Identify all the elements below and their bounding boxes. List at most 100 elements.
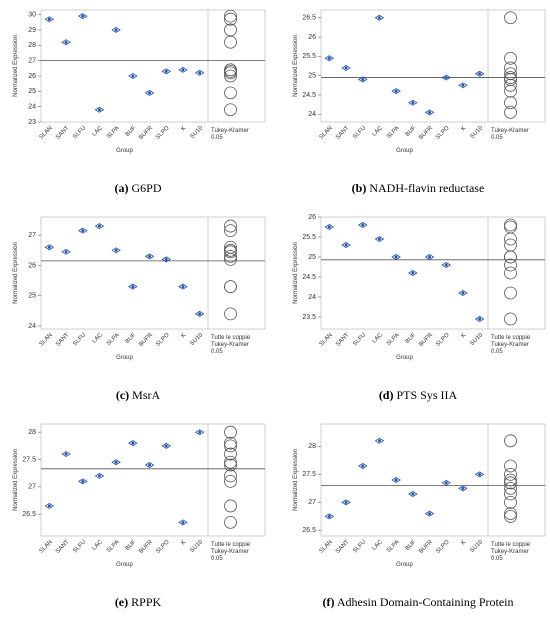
point <box>64 452 68 456</box>
panel: 23 24 25 26 27 28 29 30 SLAN SANT SLFU LAC SLPA BUF BU… <box>13 9 266 195</box>
point <box>411 492 415 496</box>
x-tick-label: BUF <box>125 539 138 552</box>
mean-diamond <box>77 227 88 234</box>
x-tick-label: SANT <box>335 125 351 141</box>
mean-diamond <box>324 224 335 230</box>
point <box>98 474 101 478</box>
point <box>344 243 348 247</box>
point <box>164 257 168 261</box>
point <box>461 487 465 490</box>
comparison-circle <box>224 63 237 77</box>
x-tick-label: SLAN <box>39 125 54 140</box>
y-tick-label: 27 <box>28 484 36 491</box>
point <box>198 430 202 434</box>
comparison-circle <box>224 35 237 49</box>
y-tick-label: 24 <box>308 294 316 301</box>
circle-label: 0.05 <box>491 556 503 562</box>
circle-label: Tukey-Kramer <box>491 128 529 134</box>
mean-diamond <box>341 499 351 506</box>
comparison-circle <box>504 434 517 448</box>
mean-diamond <box>144 89 155 96</box>
comparison-circle <box>224 425 237 439</box>
caption-title: PTS Sys IIA <box>396 388 457 402</box>
mean-diamond <box>61 248 71 255</box>
circle-label: Tutte le coppie <box>491 335 531 341</box>
caption: (c) MsrA <box>116 388 161 402</box>
mean-diamond <box>408 491 418 497</box>
mean-diamond <box>441 479 452 486</box>
comparison-circle <box>504 496 517 509</box>
point <box>164 69 168 73</box>
point <box>131 285 135 289</box>
circle-label: 0.05 <box>491 349 503 355</box>
y-tick-label: 23 <box>28 119 36 126</box>
comparison-circle <box>224 458 237 472</box>
point <box>478 72 482 76</box>
comparison-circle <box>504 105 517 119</box>
comparison-circle <box>504 11 517 25</box>
point <box>461 83 465 87</box>
circle-label: Tutte le coppie <box>211 542 251 548</box>
x-tick-label: LAC <box>371 539 384 552</box>
y-axis-label: Normalized Expression <box>13 449 19 511</box>
point <box>378 237 381 241</box>
panel: 24 24.5 25 25.5 26 26.5 SLAN SANT SLFU LAC SLPA BUF… <box>293 9 546 195</box>
y-tick-label: 25.5 <box>302 234 316 241</box>
circle-label: Tutte le coppie <box>211 335 251 341</box>
point <box>131 74 135 78</box>
y-tick-label: 30 <box>28 11 36 18</box>
y-tick-label: 27.5 <box>22 456 36 463</box>
comparison-circle <box>504 286 517 300</box>
point <box>47 17 51 21</box>
mean-diamond <box>44 502 55 509</box>
point <box>461 291 465 295</box>
comparison-circle <box>504 312 517 326</box>
plot-frame <box>320 423 546 537</box>
x-tick-label: BUFR <box>418 125 434 141</box>
mean-diamond <box>111 459 121 466</box>
x-tick-label: SLPO <box>435 539 451 555</box>
point <box>164 444 168 448</box>
x-tick-label: SLFU <box>72 539 87 554</box>
comparison-circle <box>504 487 517 501</box>
x-tick-label: K <box>460 125 467 132</box>
x-axis-label: Group <box>116 562 133 568</box>
mean-diamond <box>128 73 138 79</box>
circle-label: Tutte le coppie <box>491 542 531 548</box>
y-tick-label: 25.5 <box>302 53 316 60</box>
circle-label: 0.05 <box>211 349 223 355</box>
mean-diamond <box>44 16 55 23</box>
x-tick-label: SLPA <box>386 332 401 347</box>
comparison-circle <box>224 86 237 100</box>
caption: (e) RPPK <box>115 595 162 609</box>
mean-diamond <box>144 462 155 468</box>
caption-label: (e) <box>115 595 128 609</box>
mean-diamond <box>441 262 452 268</box>
y-tick-label: 28 <box>28 42 36 49</box>
mean-diamond <box>341 242 351 248</box>
x-tick-label: LAC <box>91 539 104 552</box>
circle-label: Tukey-Kramer <box>491 549 529 555</box>
x-tick-label: BUFR <box>138 332 154 348</box>
x-tick-label: BUFR <box>138 539 154 555</box>
panel: 26.5 27 27.5 28 SLAN SANT SLFU LAC SLPA BUF BUFR SL… <box>13 423 266 609</box>
point <box>394 89 398 93</box>
caption-label: (c) <box>116 388 129 402</box>
x-tick-label: SANT <box>335 539 351 555</box>
mean-diamond <box>44 244 55 251</box>
x-tick-label: SANT <box>55 125 71 141</box>
caption-title: RPPK <box>131 595 161 609</box>
point <box>394 255 398 259</box>
mean-diamond <box>178 519 188 526</box>
y-tick-label: 26 <box>308 214 316 221</box>
comparison-circle <box>224 252 237 266</box>
caption-label: (b) <box>352 181 367 195</box>
comparison-circle <box>504 232 517 246</box>
point <box>148 254 151 258</box>
mean-diamond <box>408 99 418 106</box>
y-tick-label: 26.5 <box>302 15 316 22</box>
point <box>131 441 135 445</box>
y-axis-label: Normalized Expression <box>13 35 19 97</box>
x-tick-label: BUFR <box>418 539 434 555</box>
point <box>181 285 185 289</box>
